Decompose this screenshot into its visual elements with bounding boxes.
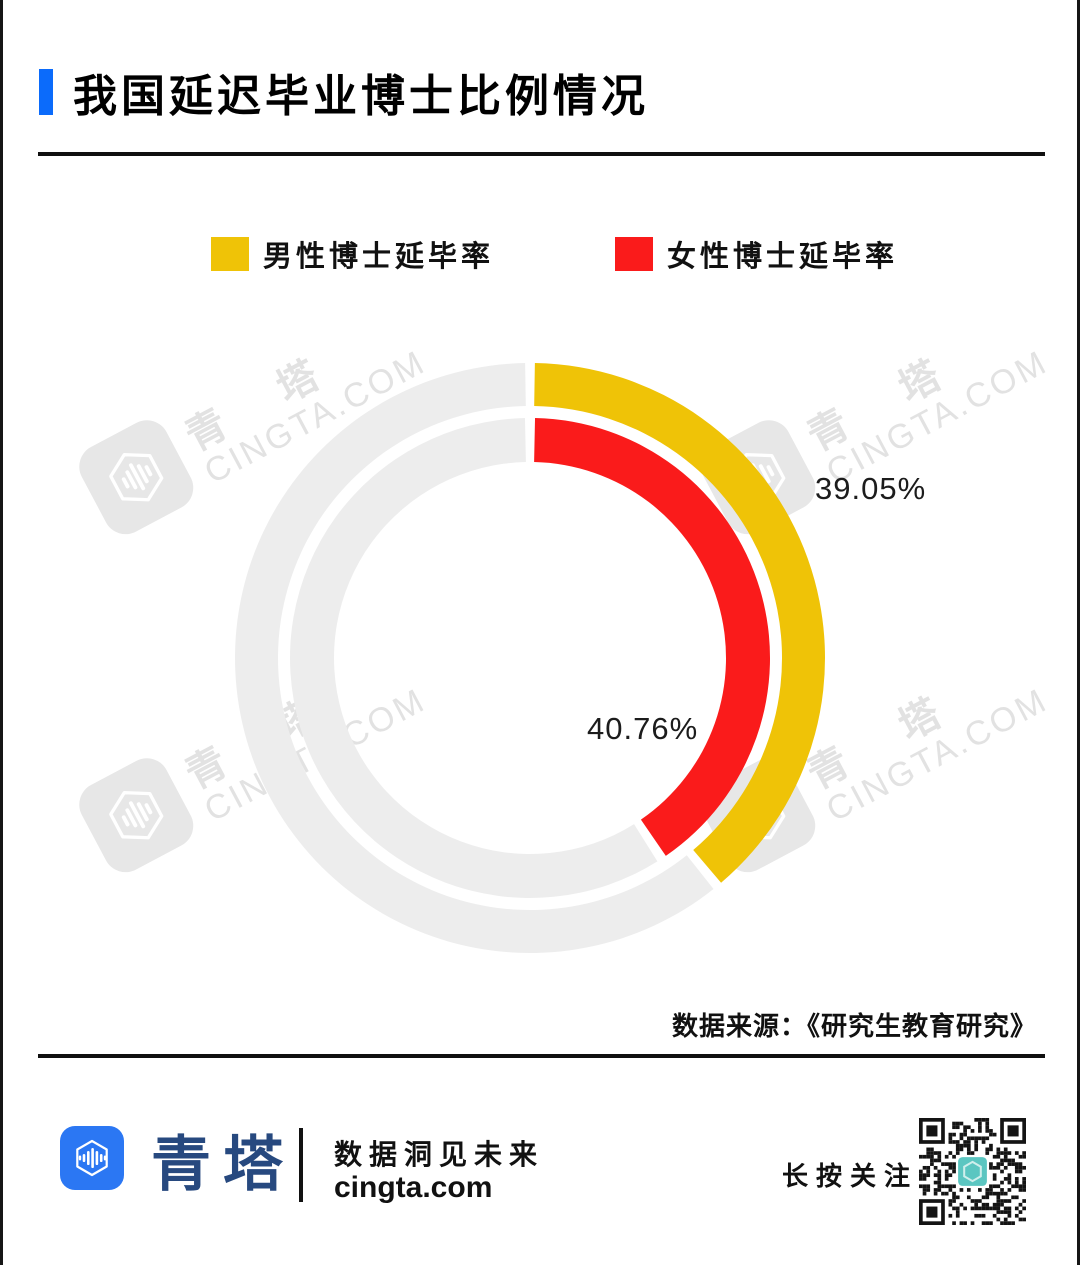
legend-item-female: 女性博士延毕率 xyxy=(615,233,898,275)
cingta-watermark-logo-icon xyxy=(701,758,816,873)
bottom-divider xyxy=(38,1054,1045,1058)
top-divider xyxy=(38,152,1045,156)
watermark: 青 塔 CINGTA.COM xyxy=(693,628,1055,880)
data-label-female: 40.76% xyxy=(587,711,699,746)
watermark-text: 青 塔 CINGTA.COM xyxy=(800,646,1055,830)
track-outer xyxy=(235,363,714,953)
cingta-watermark-logo-icon xyxy=(79,758,194,873)
brand-name: 青塔 xyxy=(151,1130,295,1200)
legend-label-male: 男性博士延毕率 xyxy=(263,241,495,273)
data-label-male: 39.05% xyxy=(815,471,927,506)
data-source-note: 数据来源：《研究生教育研究》 xyxy=(671,1011,1037,1041)
watermark-cn: 青 塔 xyxy=(178,341,349,460)
footer-divider xyxy=(299,1128,303,1202)
legend-swatch-female xyxy=(615,237,653,271)
cingta-watermark-logo-icon xyxy=(79,420,194,535)
watermark-en: CINGTA.COM xyxy=(820,342,1055,492)
brand-website: cingta.com xyxy=(334,1171,493,1204)
watermark-en: CINGTA.COM xyxy=(198,342,433,492)
qr-code xyxy=(919,1118,1026,1225)
watermark-text: 青 塔 CINGTA.COM xyxy=(800,308,1055,492)
watermark: 青 塔 CINGTA.COM xyxy=(71,290,433,542)
watermark-cn: 青 塔 xyxy=(800,679,971,798)
header: 我国延迟毕业博士比例情况 xyxy=(39,60,649,124)
watermark-en: CINGTA.COM xyxy=(198,680,433,830)
legend-item-male: 男性博士延毕率 xyxy=(211,233,494,275)
watermark-cn: 青 塔 xyxy=(800,341,971,460)
watermark: 青 塔 CINGTA.COM xyxy=(71,628,433,880)
legend-swatch-male xyxy=(211,237,249,271)
track-inner xyxy=(290,418,658,898)
brand-tagline: 数据洞见未来 xyxy=(334,1139,545,1170)
watermark-text: 青 塔 CINGTA.COM xyxy=(178,308,433,492)
follow-label: 长按关注 xyxy=(782,1161,919,1191)
watermark-en: CINGTA.COM xyxy=(820,680,1055,830)
cingta-logo-icon xyxy=(60,1126,124,1190)
arc-inner xyxy=(534,418,771,856)
watermark-cn: 青 塔 xyxy=(178,679,349,798)
donut-chart xyxy=(235,363,825,953)
watermark-text: 青 塔 CINGTA.COM xyxy=(178,646,433,830)
title-accent-bar xyxy=(39,69,53,115)
page-title: 我国延迟毕业博士比例情况 xyxy=(73,72,649,121)
arc-outer xyxy=(534,363,825,883)
legend-label-female: 女性博士延毕率 xyxy=(667,241,899,273)
cingta-watermark-logo-icon xyxy=(701,420,816,535)
